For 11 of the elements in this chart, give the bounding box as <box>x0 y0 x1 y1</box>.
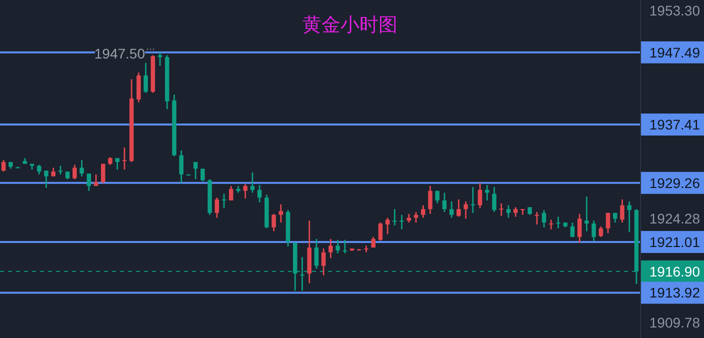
annotation: 1947.50 <box>94 45 146 62</box>
y-tick-label: 1924.28 <box>649 210 700 227</box>
ref-line-label: 1937.41 <box>649 116 700 133</box>
text: 黄金小时图 <box>302 14 398 36</box>
ref-line-label: 1929.26 <box>649 174 700 191</box>
ref-line-label: 1947.49 <box>649 44 700 60</box>
y-tick-label: 1909.78 <box>649 314 700 330</box>
y-tick-label: 1953.30 <box>649 2 700 19</box>
ref-line-label: 1921.01 <box>649 234 700 250</box>
ref-line-label: 1916.90 <box>649 263 700 280</box>
ref-line-label: 1913.92 <box>649 284 700 301</box>
